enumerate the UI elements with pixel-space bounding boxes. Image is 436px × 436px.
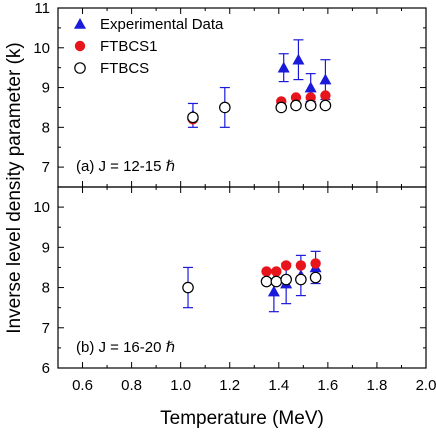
panel-1-series-2-point-5 [309,271,322,284]
panel-1-series-2-point-4 [295,273,307,286]
panel-1-series-2-point-1 [260,275,273,288]
panel-0-y-tick-label: 9 [42,80,50,97]
legend-marker-0 [74,18,86,29]
legend-label-1: FTBCS1 [100,38,158,55]
panel-1-series-1-point-3 [295,260,307,271]
x-tick-label: 0.8 [121,377,142,394]
panel-1-frame [57,186,427,369]
panel-0-series-1-point-4 [320,90,331,101]
y-axis-title: Inverse level density parameter (k) [4,42,25,333]
x-tick-label: 1.2 [219,377,240,394]
panel-1-series-2-point-0 [182,281,194,294]
panel-1-y-tick-label: 8 [42,280,50,297]
x-tick-label: 0.6 [72,377,93,394]
legend-marker-2 [74,62,86,74]
panel-1-series-2-point-2 [270,275,283,288]
x-tick-label: 1.0 [170,377,191,394]
panel-0-series-2-point-3 [290,99,302,112]
legend-label-0: Experimental Data [100,16,224,33]
panel-1-y-tick-label: 6 [42,360,50,377]
panel-0-y-tick-label: 7 [42,159,50,176]
panel-0-y-tick-label: 8 [42,119,50,136]
panel-1-y-tick-label: 10 [33,199,50,216]
panel-1-series-1-point-4 [310,258,321,269]
x-axis-title: Temperature (MeV) [160,408,324,429]
panel-0-series-0-point-2 [292,53,305,65]
panel-1-series-2-point-3 [280,273,292,286]
panel-0-series-2-point-5 [319,99,332,112]
panel-0-y-tick-label: 11 [34,0,50,17]
panel-1-series-0-point-0 [267,285,280,297]
panel-0-series-2-point-1 [219,101,231,114]
panel-1-series-1-point-1 [271,266,282,277]
panel-0-series-0-point-4 [319,73,332,85]
panel-1-y-tick-label: 7 [42,320,50,337]
legend-marker-1 [74,40,86,52]
panel-0-series-1-point-3 [305,92,316,103]
panel-1-label: (b) J = 16-20 ℏ [76,339,175,356]
panel-0-series-0-point-3 [304,81,317,93]
panel-0-series-2-point-4 [304,99,317,112]
panel-0-series-2-point-0 [187,111,199,124]
x-tick-label: 2.0 [416,377,436,394]
panel-0-series-0-point-1 [277,61,290,73]
x-tick-label: 1.6 [317,377,338,394]
panel-1-y-tick-label: 9 [42,239,50,256]
x-tick-label: 1.4 [268,377,289,394]
x-tick-label: 1.8 [367,377,388,394]
panel-0-series-1-point-2 [290,92,302,103]
panel-1-series-1-point-2 [280,260,292,271]
panel-0-y-tick-label: 10 [33,40,50,57]
panel-1-series-1-point-0 [261,266,272,277]
panel-0-label: (a) J = 12-15 ℏ [76,158,175,175]
legend-label-2: FTBCS [100,60,149,77]
panel-0-series-2-point-2 [275,101,288,114]
